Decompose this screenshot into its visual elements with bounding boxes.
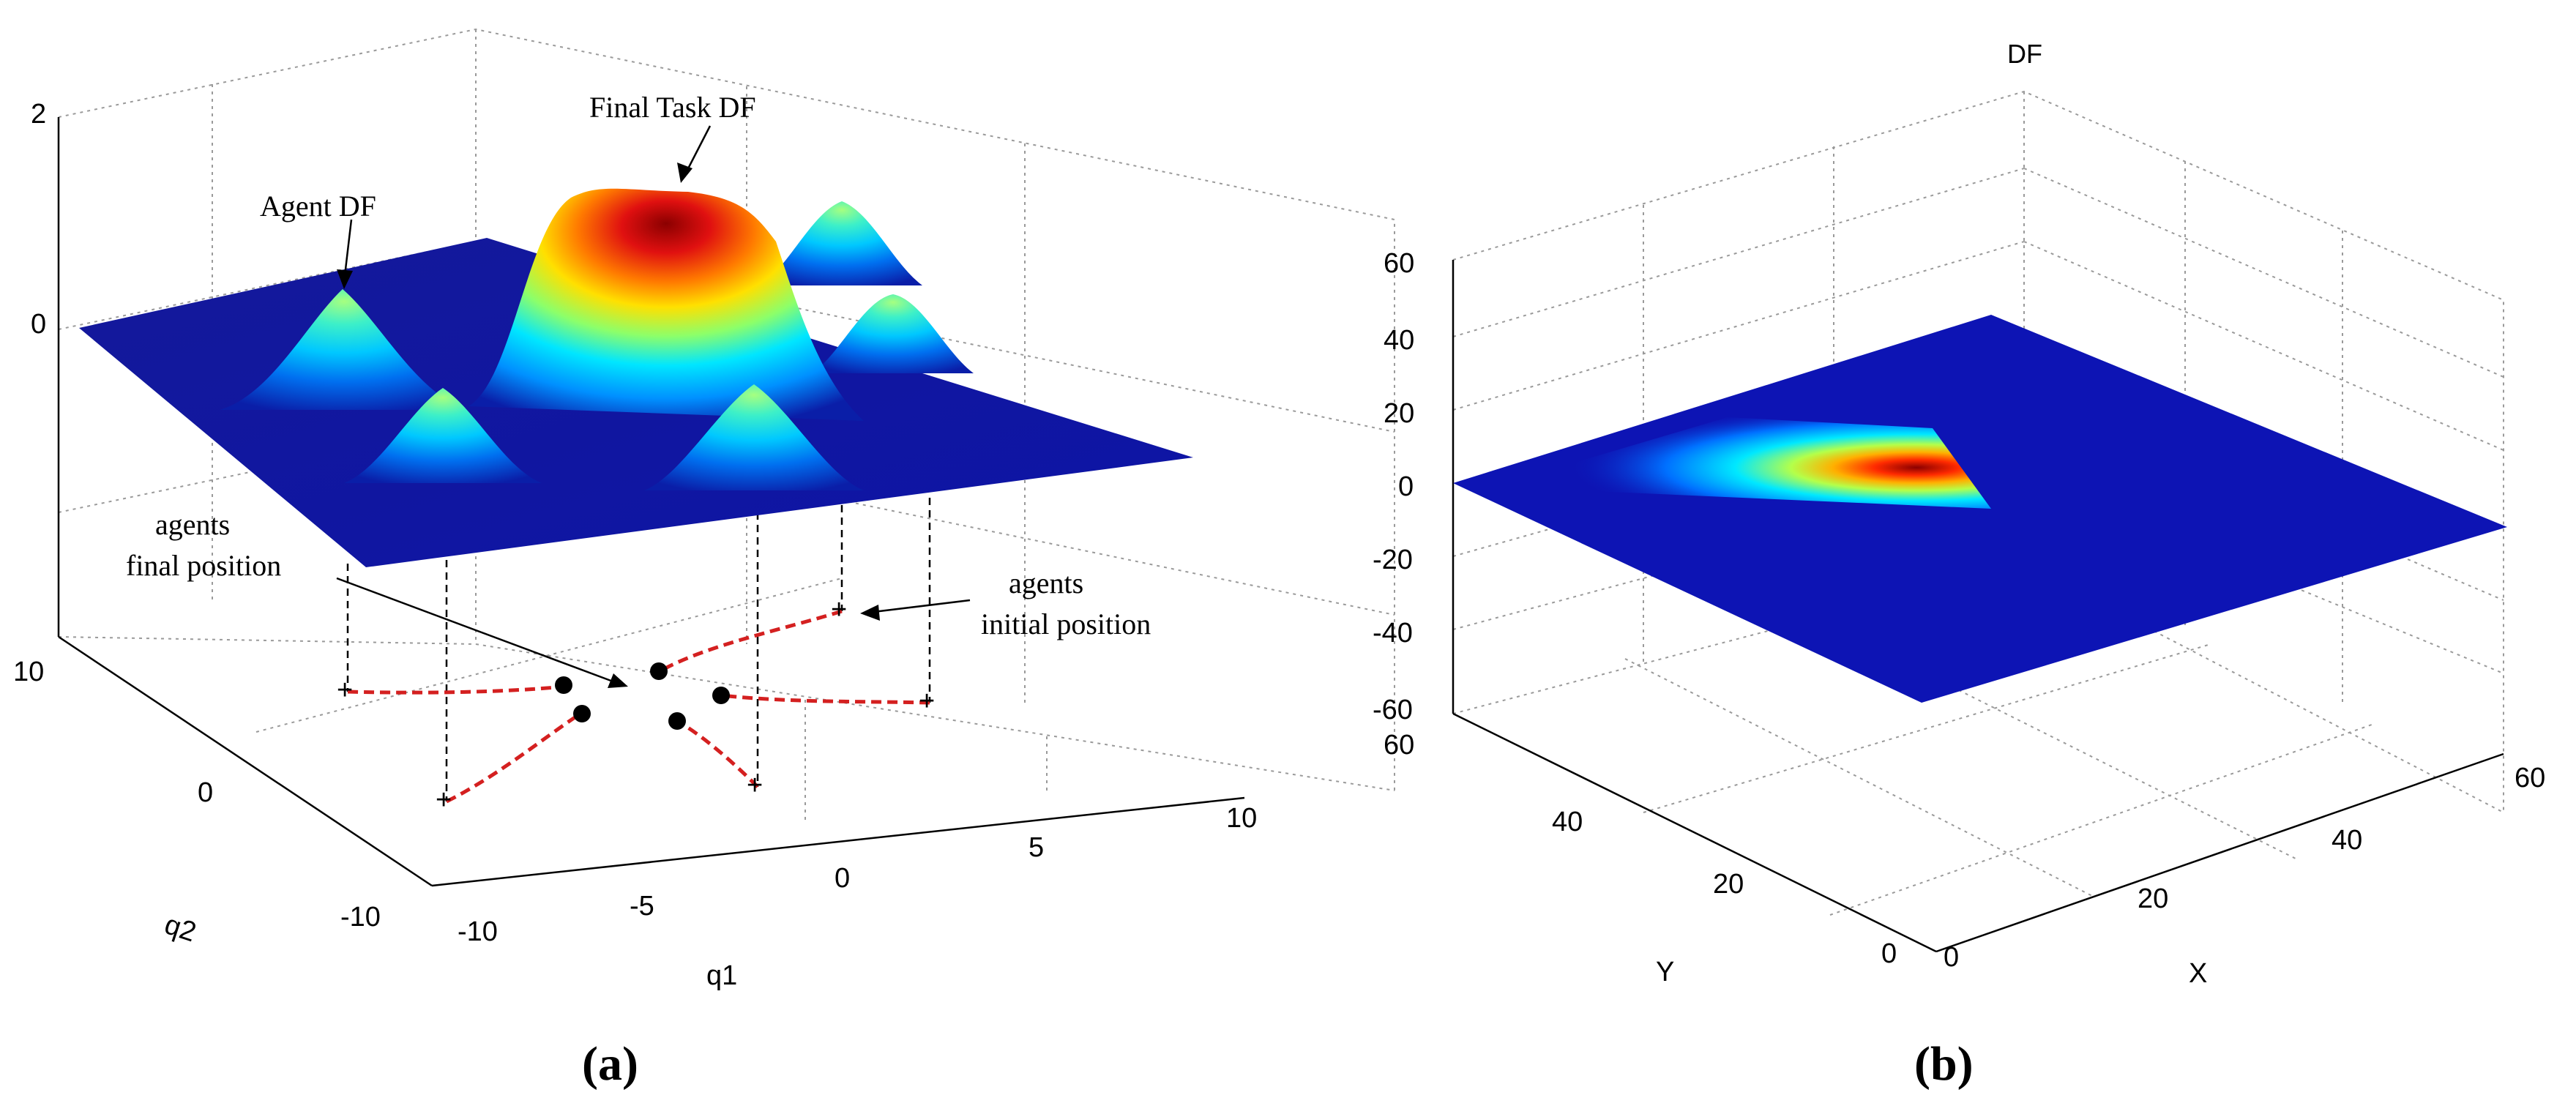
x-tick: 0 — [1944, 942, 1959, 973]
agents-final-label-2: final position — [126, 549, 281, 582]
surface-peaks-a — [220, 188, 974, 490]
x-ticks-b: 0 20 40 60 — [1944, 763, 2545, 973]
agent-peak-5 — [644, 384, 864, 490]
x-tick: 20 — [2138, 883, 2168, 914]
z-tick: 60 — [1384, 248, 1414, 279]
trajectory-5 — [676, 719, 759, 788]
y-tick: 10 — [13, 657, 44, 687]
y-ticks-b: 60 40 20 0 — [1384, 730, 1897, 969]
z-tick: 20 — [1384, 398, 1414, 429]
x-tick: -10 — [458, 916, 498, 947]
panel-b-axes-box — [1452, 260, 2504, 953]
x-axis-label-a: q1 — [706, 960, 737, 991]
y-axis-label-a: q2 — [161, 909, 200, 948]
y-tick: -10 — [340, 902, 381, 933]
agent-marker — [650, 662, 668, 680]
z-tick: 0 — [1398, 471, 1414, 502]
trajectory-3 — [661, 609, 843, 672]
x-axis-label-b: X — [2189, 958, 2207, 989]
panel-label-a: (a) — [582, 1037, 638, 1091]
x-ticks-a: -10 -5 0 5 10 — [458, 803, 1257, 947]
x-tick: 60 — [2515, 763, 2545, 793]
agent-marker — [573, 705, 591, 722]
agent-trajectories: + + + + + — [337, 594, 935, 815]
x-tick: 5 — [1028, 832, 1044, 863]
z-ticks-b: 60 40 20 0 -20 -40 -60 — [1373, 248, 1414, 725]
agent-df-label: Agent DF — [260, 190, 376, 223]
z-tick: 2 — [31, 99, 46, 130]
trajectory-4 — [720, 693, 930, 705]
trajectory-2 — [445, 713, 580, 804]
z-tick: -60 — [1373, 695, 1413, 725]
trajectory-start-marker: + — [747, 770, 763, 801]
trajectory-start-marker: + — [337, 675, 353, 706]
agent-peak-3 — [813, 294, 974, 373]
trajectory-1 — [347, 684, 564, 695]
agent-marker — [712, 687, 730, 704]
agent-peak-4 — [344, 388, 542, 483]
x-tick: -5 — [630, 891, 654, 922]
z-tick: -20 — [1373, 545, 1413, 575]
x-tick: 10 — [1226, 803, 1257, 834]
y-ticks-a: 10 0 -10 — [13, 657, 381, 933]
panel-a: + + + + + 2 0 — [13, 28, 1395, 1091]
agent-final-markers — [555, 662, 730, 730]
y-tick: 20 — [1713, 869, 1744, 900]
agent-marker — [555, 676, 572, 694]
agent-peak-1 — [220, 289, 468, 410]
panel-label-b: (b) — [1914, 1037, 1974, 1091]
projection-drop-lines — [346, 498, 931, 802]
task-peak — [468, 188, 864, 421]
final-task-df-label: Final Task DF — [589, 91, 756, 124]
trajectory-start-marker: + — [831, 594, 847, 625]
agents-final-label-1: agents — [155, 508, 230, 541]
agent-marker — [668, 712, 686, 730]
agents-initial-label-1: agents — [1009, 567, 1083, 599]
x-tick: 0 — [835, 863, 850, 894]
surface-plane-b — [1453, 315, 2507, 703]
annotation-arrows — [336, 125, 971, 688]
agent-peak-2 — [761, 201, 922, 285]
trajectory-start-marker: + — [436, 785, 452, 815]
z-tick: 0 — [31, 309, 46, 340]
z-tick: 40 — [1384, 325, 1414, 356]
z-tick: -40 — [1373, 618, 1413, 649]
y-tick: 0 — [198, 777, 213, 808]
x-tick: 40 — [2332, 825, 2362, 856]
z-ticks-a: 2 0 — [31, 99, 46, 340]
panel-b: DF 60 40 20 0 -20 -40 -60 60 40 20 0 0 2… — [1373, 39, 2545, 1091]
y-tick: 40 — [1552, 807, 1583, 837]
y-tick: 0 — [1881, 938, 1897, 969]
y-axis-label-b: Y — [1656, 957, 1674, 987]
y-tick: 60 — [1384, 730, 1414, 761]
df-hotspot — [1493, 417, 1991, 509]
agents-initial-label-2: initial position — [981, 608, 1151, 640]
panel-a-axes-box — [57, 117, 1245, 887]
trajectory-start-marker: + — [919, 686, 935, 717]
chart-title-b: DF — [2007, 39, 2042, 69]
